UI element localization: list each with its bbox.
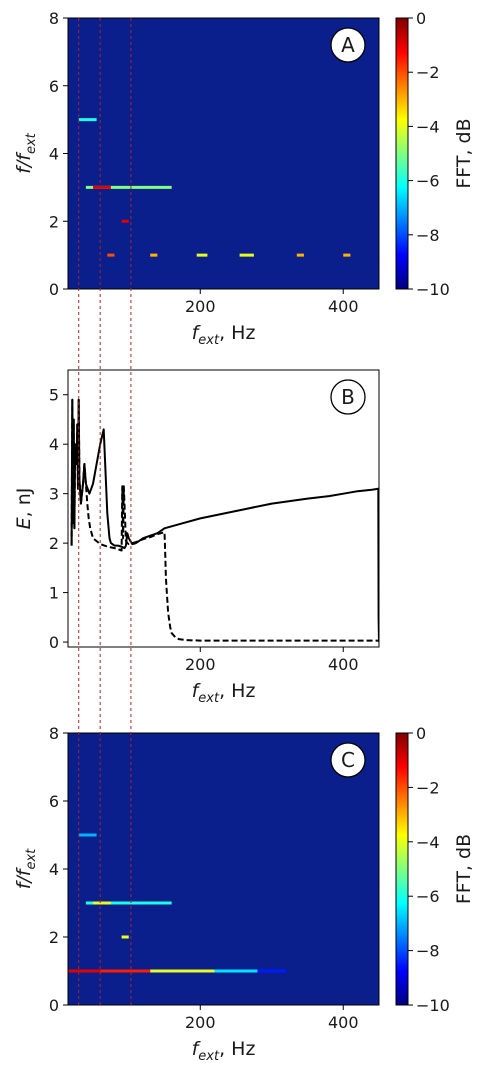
y-axis-label: f/fext [13,132,39,173]
colorbar-tick-label: 0 [416,9,426,28]
x-axis-label: fext, Hz [192,1038,256,1064]
colorbar-tick-label: −6 [416,887,440,906]
x-tick-label: 200 [185,297,216,316]
y-tick-label: 0 [49,633,59,652]
colorbar-tick-label: 0 [416,724,426,743]
heatmap-line-ratio-2 [121,219,129,223]
y-tick-label: 8 [49,724,59,743]
colorbar-tick-label: −8 [416,226,440,245]
panel-A: 200 400 0 2 4 6 8 fext, Hz f/fext A 0 −2 −4 −6 −8 −10 FF… [13,9,475,348]
axes-frame [67,369,380,648]
colorbar [395,17,409,290]
heatmap-line-ratio-1 [150,253,158,257]
panel-B: 200 400 0 1 2 3 4 5 fext, Hz E, nJ B [13,369,380,706]
x-tick-label: 200 [185,655,216,674]
colorbar-tick-label: −4 [416,117,440,136]
heatmap-line-ratio-1 [196,253,208,257]
x-axis-label: fext, Hz [192,322,256,348]
heatmap-line-ratio-1 [343,253,351,257]
y-axis-label: f/fext [13,848,39,889]
y-tick-label: 6 [49,792,59,811]
heatmap-background [68,733,379,1005]
heatmap-line-ratio-1 [296,253,304,257]
y-tick-label: 6 [49,77,59,96]
x-tick-label: 400 [328,1013,359,1032]
y-tick-label: 3 [49,485,59,504]
heatmap-line-ratio-5 [78,118,97,122]
heatmap-line-ratio-3 [93,901,111,905]
y-tick-label: 0 [49,996,59,1015]
heatmap-background [68,18,379,289]
colorbar [395,732,409,1006]
panel-label: B [341,385,355,409]
panel-label: C [341,748,355,772]
heatmap-line-ratio-5 [78,833,97,837]
y-axis-label: E, nJ [13,488,35,530]
colorbar-tick-label: −8 [416,942,440,961]
colorbar-label: FFT, dB [453,834,475,904]
y-tick-label: 4 [49,145,59,164]
y-tick-label: 8 [49,9,59,28]
x-tick-label: 400 [328,655,359,674]
heatmap-line-ratio-1 [100,969,151,973]
heatmap-line-ratio-1 [214,969,258,973]
guide-lines [78,18,132,1005]
plot-area-A [68,18,379,289]
plot-area-C [68,733,379,1005]
colorbar-tick-label: −6 [416,172,440,191]
panel-C: 200 400 0 2 4 6 8 fext, Hz f/fext C 0 −2 −4 −6 −8 −10 FF… [13,724,475,1064]
x-tick-label: 200 [185,1013,216,1032]
y-tick-label: 2 [49,212,59,231]
series-line-dashed [70,398,379,642]
y-tick-label: 5 [49,386,59,405]
y-tick-label: 2 [49,928,59,947]
heatmap-line-ratio-1 [239,253,254,257]
panel-label-circle [330,742,366,778]
y-tick-label: 4 [49,435,59,454]
panel-label-circle [330,27,366,63]
plot-area-B [68,370,379,647]
y-tick-label: 4 [49,860,59,879]
panel-label-circle [330,379,366,415]
colorbar-tick-label: −2 [416,63,440,82]
heatmap-line-ratio-3 [85,185,172,189]
colorbar-tick-label: −2 [416,778,440,797]
heatmap-line-ratio-2 [121,935,129,939]
colorbar-tick-label: −10 [416,996,450,1015]
x-axis-label: fext, Hz [192,680,256,706]
y-tick-label: 2 [49,534,59,553]
y-tick-label: 1 [49,584,59,603]
heatmap-line-ratio-3 [85,901,172,905]
heatmap-line-ratio-1 [107,253,115,257]
heatmap-line-ratio-1 [257,969,287,973]
x-tick-label: 400 [328,297,359,316]
panel-label: A [341,33,355,57]
heatmap-line-ratio-3 [93,185,111,189]
y-tick-label: 0 [49,280,59,299]
colorbar-tick-label: −10 [416,280,450,299]
colorbar-tick-label: −4 [416,833,440,852]
heatmap-line-ratio-1 [68,969,101,973]
plot-background [68,370,379,647]
heatmap-line-ratio-1 [150,969,215,973]
colorbar-label: FFT, dB [453,118,475,188]
